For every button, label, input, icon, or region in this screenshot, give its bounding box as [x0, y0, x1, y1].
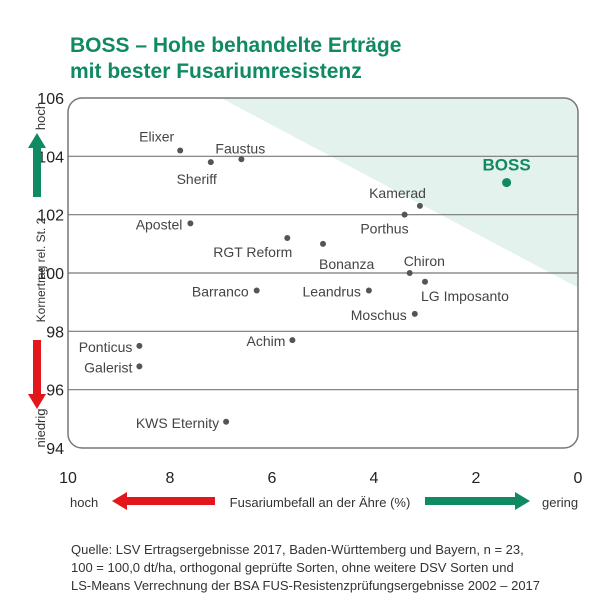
point-label: Bonanza — [319, 256, 374, 272]
point-label: Chiron — [404, 253, 445, 269]
y-axis-indicator: hoch Kornertrag rel. St. 2 niedrig — [28, 102, 48, 448]
source-line-3: LS-Means Verrechnung der BSA FUS-Resiste… — [71, 578, 541, 593]
point-marker — [406, 270, 413, 276]
point-marker — [284, 235, 291, 241]
point-rgt-reform: RGT Reform — [213, 235, 292, 260]
point-label: Sheriff — [177, 171, 217, 187]
point-marker — [136, 342, 143, 349]
point-kws-eternity: KWS Eternity — [136, 415, 230, 431]
x-tick-label: 2 — [472, 470, 481, 487]
point-label: RGT Reform — [213, 244, 292, 260]
x-axis-ticks: 10 8 6 4 2 0 — [59, 470, 582, 487]
point-apostel: Apostel — [136, 216, 194, 232]
point-moschus: Moschus — [351, 307, 418, 323]
y-tick-label: 102 — [37, 208, 64, 225]
y-tick-label: 100 — [37, 266, 64, 283]
y-axis-label: Kornertrag rel. St. 2 — [34, 217, 48, 322]
x-arrow-left-label: hoch — [70, 495, 98, 510]
point-label: Ponticus — [79, 339, 133, 355]
point-barranco: Barranco — [192, 284, 260, 300]
point-marker — [187, 220, 194, 227]
x-tick-label: 10 — [59, 470, 77, 487]
point-label: Achim — [246, 333, 285, 349]
chart-title-line-2: mit bester Fusariumresistenz — [70, 60, 362, 83]
chart-title-line-1: BOSS – Hohe behandelte Erträge — [70, 34, 402, 57]
point-marker — [320, 240, 326, 247]
point-marker — [416, 202, 423, 209]
point-chiron: Chiron — [404, 253, 445, 276]
point-label: Kamerad — [369, 185, 426, 201]
point-label: Barranco — [192, 284, 249, 300]
chart-title: BOSS – Hohe behandelte Erträge mit beste… — [70, 33, 570, 85]
point-marker — [401, 211, 408, 218]
point-label: Elixer — [139, 129, 174, 145]
x-tick-label: 0 — [574, 470, 583, 487]
point-label: Porthus — [360, 221, 408, 237]
point-bonanza: Bonanza — [319, 240, 374, 272]
point-galerist: Galerist — [84, 359, 143, 375]
x-arrow-right-icon — [425, 492, 530, 510]
y-tick-label: 106 — [37, 91, 64, 108]
point-marker — [177, 147, 184, 154]
x-tick-label: 8 — [166, 470, 175, 487]
point-achim: Achim — [246, 333, 296, 349]
x-axis-indicator: hoch Fusariumbefall an der Ähre (%) geri… — [70, 492, 578, 510]
y-axis-ticks: 94 96 98 100 102 104 106 — [37, 91, 64, 458]
plot-frame — [67, 97, 579, 449]
point-kamerad: Kamerad — [369, 185, 426, 209]
y-arrow-up-icon — [28, 133, 46, 197]
y-tick-label: 96 — [46, 383, 64, 400]
source-line-1: Quelle: LSV Ertragsergebnisse 2017, Bade… — [71, 542, 524, 557]
point-marker — [223, 418, 230, 425]
point-label: Apostel — [136, 216, 183, 232]
x-axis-label: Fusariumbefall an der Ähre (%) — [230, 495, 411, 510]
point-porthus: Porthus — [360, 211, 409, 237]
point-marker — [365, 287, 372, 294]
y-arrow-down-icon — [28, 340, 46, 409]
point-marker — [422, 278, 428, 285]
data-points: Elixer Faustus Sheriff BOSS Kamerad Porthus Ap… — [79, 129, 531, 431]
point-marker — [502, 178, 512, 188]
point-faustus: Faustus — [215, 140, 265, 163]
y-tick-label: 104 — [37, 149, 64, 166]
point-marker — [289, 337, 296, 344]
point-marker — [253, 287, 260, 294]
y-tick-label: 94 — [46, 441, 64, 458]
point-boss: BOSS — [483, 156, 531, 188]
highlight-zone — [221, 98, 578, 288]
point-label: BOSS — [483, 156, 531, 175]
point-marker — [411, 310, 418, 317]
x-arrow-right-label: gering — [542, 495, 578, 510]
point-label: Leandrus — [303, 284, 361, 300]
point-lg-imposanto: LG Imposanto — [421, 278, 509, 304]
y-arrow-top-label: hoch — [33, 102, 48, 130]
point-label: Faustus — [215, 140, 265, 156]
gridlines — [68, 155, 578, 391]
point-label: Moschus — [351, 307, 407, 323]
x-tick-label: 6 — [268, 470, 277, 487]
point-marker — [207, 159, 214, 166]
point-label: LG Imposanto — [421, 288, 509, 304]
point-marker — [238, 156, 245, 163]
point-marker — [136, 363, 143, 370]
point-sheriff: Sheriff — [177, 159, 217, 187]
y-tick-label: 98 — [46, 324, 64, 341]
source-note: Quelle: LSV Ertragsergebnisse 2017, Bade… — [71, 541, 581, 595]
source-line-2: 100 = 100,0 dt/ha, orthogonal geprüfte S… — [71, 560, 514, 575]
x-tick-label: 4 — [370, 470, 379, 487]
x-arrow-left-icon — [112, 492, 215, 510]
point-label: Galerist — [84, 359, 132, 375]
point-ponticus: Ponticus — [79, 339, 143, 355]
y-arrow-bottom-label: niedrig — [33, 408, 48, 447]
point-leandrus: Leandrus — [303, 284, 372, 300]
point-label: KWS Eternity — [136, 415, 219, 431]
point-elixer: Elixer — [139, 129, 184, 154]
